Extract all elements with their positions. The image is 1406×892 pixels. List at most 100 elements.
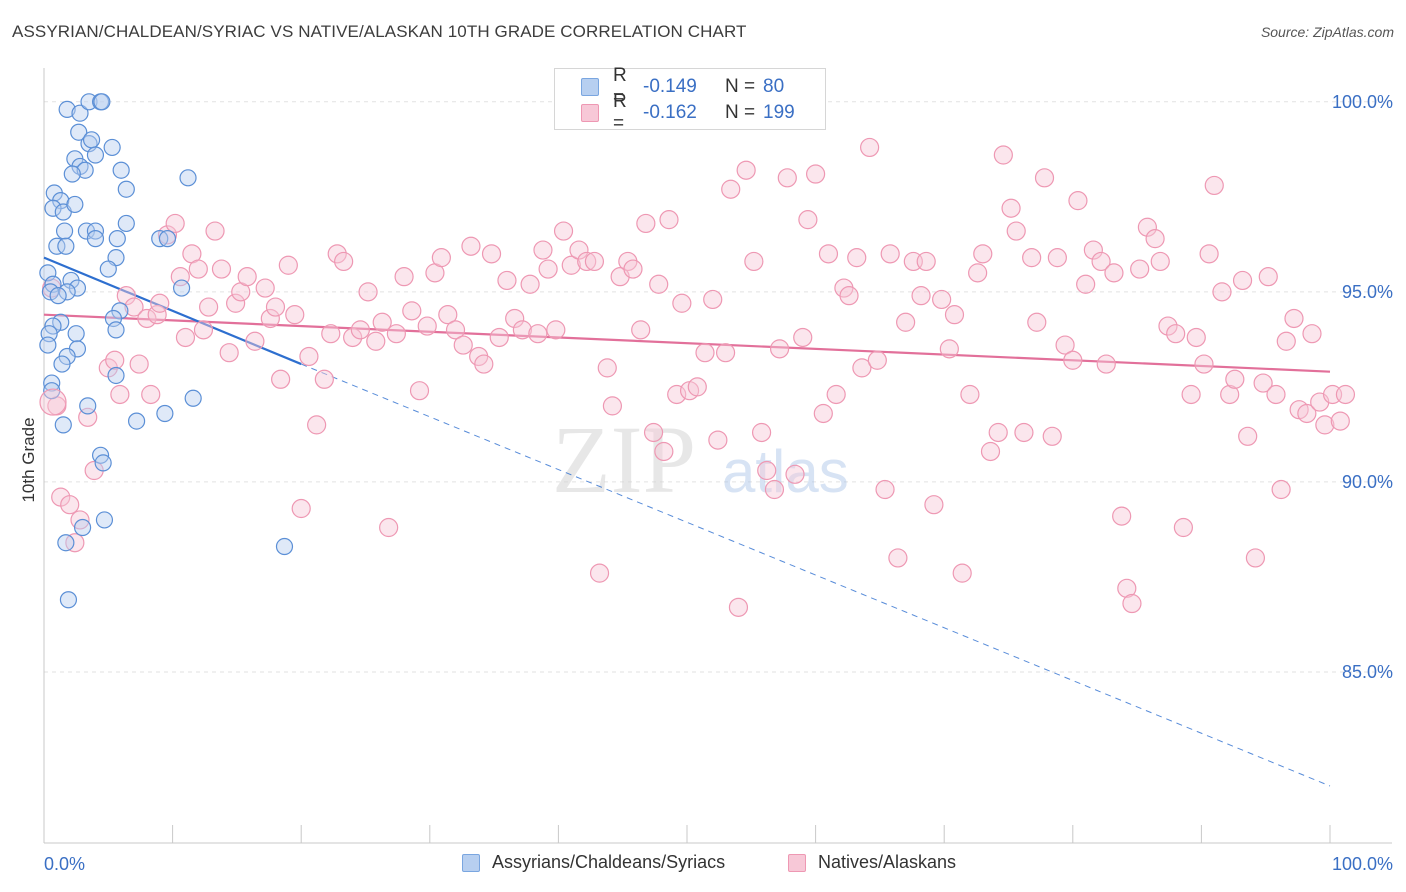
- point-natives: [314, 369, 334, 389]
- point-natives: [137, 308, 157, 329]
- point-natives: [199, 297, 219, 317]
- point-natives: [1232, 270, 1253, 291]
- point-natives: [1253, 373, 1273, 393]
- point-natives: [65, 533, 85, 553]
- point-natives: [1112, 506, 1132, 526]
- point-natives: [1297, 403, 1317, 424]
- point-natives: [839, 286, 859, 306]
- point-natives: [880, 244, 900, 264]
- point-natives: [1199, 244, 1219, 264]
- point-assyrians: [93, 93, 111, 111]
- point-natives: [924, 495, 944, 515]
- point-natives: [777, 168, 797, 188]
- point-natives: [39, 388, 67, 416]
- point-natives: [968, 263, 988, 283]
- legend-swatch-blue: [462, 853, 480, 872]
- point-natives: [147, 305, 167, 325]
- point-natives: [453, 335, 473, 355]
- point-natives: [512, 320, 532, 340]
- point-natives: [561, 255, 581, 275]
- point-natives: [805, 164, 826, 184]
- n-label: N =: [725, 76, 756, 97]
- point-natives: [728, 597, 749, 617]
- point-natives: [636, 213, 656, 234]
- point-assyrians: [86, 230, 105, 248]
- legend-row-blue: R = -0.149 N = 80: [581, 65, 784, 108]
- point-natives: [703, 289, 723, 310]
- point-assyrians: [57, 534, 75, 552]
- point-assyrians: [158, 230, 177, 248]
- trend-line-natives: [43, 313, 1331, 373]
- legend-swatch-pink: [788, 853, 806, 872]
- point-natives: [757, 460, 777, 481]
- point-assyrians: [58, 100, 76, 119]
- watermark-atlas: atlas: [722, 438, 849, 505]
- point-natives: [505, 308, 525, 329]
- legend-swatch-pink: [581, 104, 599, 122]
- point-natives: [643, 422, 664, 443]
- trend-line-assyrians-extrapolated: [301, 363, 1331, 787]
- point-natives: [417, 316, 437, 336]
- point-natives: [654, 441, 674, 462]
- point-natives: [631, 320, 651, 340]
- point-natives: [826, 384, 846, 405]
- legend-label: Assyrians/Chaldeans/Syriacs: [492, 852, 726, 872]
- point-natives: [553, 221, 574, 241]
- point-natives: [481, 244, 502, 264]
- point-natives: [372, 312, 392, 332]
- point-natives: [1220, 384, 1240, 405]
- data-points: [39, 93, 1356, 617]
- point-natives: [226, 293, 246, 313]
- point-natives: [1076, 274, 1096, 294]
- point-natives: [1266, 384, 1286, 405]
- legend-item-assyrians[interactable]: Assyrians/Chaldeans/Syriacs: [462, 852, 725, 873]
- point-assyrians: [99, 260, 117, 278]
- watermark: ZIP atlas: [552, 406, 849, 513]
- point-natives: [1117, 578, 1137, 598]
- point-natives: [1068, 191, 1088, 211]
- point-natives: [721, 179, 741, 199]
- point-natives: [623, 259, 643, 279]
- point-natives: [1302, 324, 1322, 344]
- point-natives: [1055, 335, 1075, 355]
- point-natives: [980, 441, 1001, 462]
- point-assyrians: [103, 138, 121, 157]
- point-natives: [911, 286, 931, 306]
- point-natives: [1204, 175, 1224, 196]
- point-natives: [785, 464, 805, 484]
- n-value: 199: [763, 102, 795, 123]
- point-natives: [932, 289, 952, 310]
- point-natives: [1022, 248, 1042, 268]
- point-natives: [764, 479, 785, 500]
- y-axis-label: 10th Grade: [19, 417, 38, 502]
- y-tick-label: 100.0%: [1332, 92, 1393, 112]
- x-tick-label: 0.0%: [44, 854, 85, 874]
- point-assyrians: [41, 283, 60, 301]
- point-assyrians: [179, 169, 197, 187]
- point-natives: [867, 350, 887, 370]
- point-natives: [271, 369, 291, 389]
- point-natives: [165, 213, 185, 234]
- point-natives: [672, 293, 692, 313]
- point-natives: [291, 498, 311, 519]
- point-assyrians: [44, 199, 62, 217]
- point-natives: [1104, 263, 1124, 283]
- y-tick-label: 90.0%: [1342, 472, 1393, 492]
- point-natives: [1271, 479, 1291, 500]
- point-natives: [1001, 198, 1021, 218]
- point-natives: [1194, 354, 1214, 374]
- point-natives: [875, 479, 895, 500]
- point-natives: [744, 251, 764, 272]
- point-natives: [497, 270, 517, 291]
- legend-item-natives[interactable]: Natives/Alaskans: [788, 852, 956, 873]
- axis-labels: 85.0% 90.0% 95.0% 100.0% 0.0% 100.0% 10th Grad…: [19, 92, 1393, 874]
- point-natives: [520, 274, 540, 294]
- point-assyrians: [55, 222, 74, 240]
- point-natives: [973, 244, 993, 264]
- point-assyrians: [107, 366, 125, 385]
- point-assyrians: [82, 131, 101, 149]
- point-natives: [736, 160, 756, 180]
- point-assyrians: [79, 397, 97, 415]
- point-assyrians: [275, 537, 294, 556]
